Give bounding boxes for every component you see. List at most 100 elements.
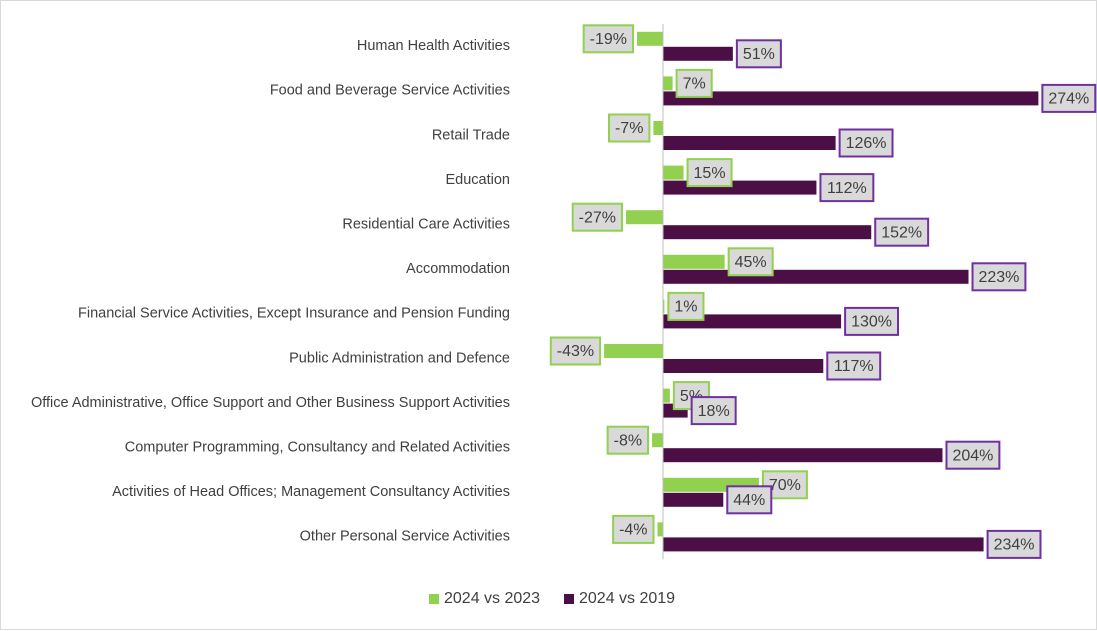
- legend-label-2024-vs-2023: 2024 vs 2023: [444, 590, 540, 607]
- category-label: Office Administrative, Office Support an…: [31, 395, 510, 411]
- data-label-text: 7%: [683, 76, 706, 93]
- data-label-box: [986, 529, 1042, 559]
- data-label-2024-vs-2023: 70%: [761, 470, 808, 500]
- data-label-box: [735, 39, 782, 69]
- data-label-2024-vs-2019: 152%: [874, 217, 930, 247]
- legend-swatch-2024-vs-2023: [429, 594, 439, 604]
- data-label-2024-vs-2019: 130%: [844, 306, 899, 336]
- bar-2024-vs-2023: [652, 433, 663, 448]
- data-label-text: 45%: [735, 254, 767, 271]
- data-label-text: 117%: [834, 358, 874, 375]
- legend-label-2024-vs-2019: 2024 vs 2019: [579, 590, 675, 607]
- bar-2024-vs-2019: [663, 448, 943, 463]
- data-label-2024-vs-2023: 45%: [727, 247, 774, 277]
- data-label-2024-vs-2019: 18%: [690, 396, 737, 426]
- data-label-box: [686, 158, 733, 188]
- bar-2024-vs-2023: [604, 344, 663, 358]
- data-label-text: 18%: [698, 403, 730, 420]
- category-label: Other Personal Service Activities: [300, 529, 510, 545]
- category-label: Activities of Head Offices; Management C…: [112, 484, 510, 500]
- bar-2024-vs-2023: [626, 210, 663, 225]
- data-label-box: [971, 262, 1027, 292]
- data-label-2024-vs-2023: -8%: [606, 425, 650, 455]
- bar-2024-vs-2023: [663, 165, 684, 180]
- bars: [604, 31, 1039, 552]
- data-label-box: [690, 396, 737, 426]
- category-label: Accommodation: [406, 261, 510, 277]
- data-label-box: [606, 425, 650, 455]
- data-label-box: [727, 247, 774, 277]
- data-label-box: [571, 202, 624, 232]
- data-labels: -19% 51% 7% 274% -7% 126% 15% 112% -27% 152% 45% 22…: [549, 24, 1097, 559]
- data-label-text: -43%: [557, 343, 594, 360]
- legend-swatch-2024-vs-2019: [564, 594, 574, 604]
- data-label-box: [761, 470, 808, 500]
- data-label-text: 234%: [994, 537, 1035, 554]
- data-label-box: [1041, 83, 1097, 113]
- data-label-2024-vs-2023: -19%: [582, 24, 634, 54]
- data-label-text: 51%: [743, 46, 775, 63]
- bar-2024-vs-2019: [663, 91, 1039, 106]
- data-label-box: [608, 113, 651, 143]
- category-label: Food and Beverage Service Activities: [270, 83, 510, 99]
- bar-2024-vs-2023: [663, 299, 665, 314]
- data-label-box: [844, 306, 899, 336]
- bar-2024-vs-2019: [663, 136, 836, 150]
- data-label-text: 44%: [733, 492, 765, 509]
- data-label-2024-vs-2023: -43%: [549, 336, 602, 366]
- bar-2024-vs-2023: [663, 76, 673, 91]
- data-label-2024-vs-2023: 1%: [667, 291, 705, 321]
- data-label-box: [838, 128, 894, 158]
- bar-2024-vs-2019: [663, 269, 969, 284]
- data-label-text: 70%: [769, 477, 801, 494]
- data-label-text: 274%: [1048, 91, 1089, 108]
- bar-2024-vs-2019: [663, 46, 733, 61]
- bar-2024-vs-2019: [663, 225, 872, 240]
- data-label-2024-vs-2019: 126%: [838, 128, 894, 158]
- data-label-box: [612, 514, 655, 544]
- data-label-box: [819, 173, 875, 203]
- category-labels: Human Health Activities Food and Beverage…: [31, 38, 510, 545]
- data-label-box: [549, 336, 602, 366]
- data-label-2024-vs-2019: 204%: [945, 440, 1001, 470]
- data-label-box: [667, 291, 705, 321]
- data-label-box: [945, 440, 1001, 470]
- data-label-text: 112%: [827, 180, 867, 197]
- category-label: Education: [446, 172, 511, 188]
- data-label-text: 204%: [952, 447, 993, 464]
- data-label-box: [826, 351, 882, 381]
- data-label-2024-vs-2019: 274%: [1041, 83, 1097, 113]
- category-label: Retail Trade: [432, 127, 510, 143]
- bar-2024-vs-2023: [663, 254, 725, 269]
- data-label-text: -19%: [590, 31, 627, 48]
- bar-2024-vs-2023: [636, 31, 663, 46]
- data-label-text: -27%: [579, 209, 616, 226]
- data-label-2024-vs-2019: 112%: [819, 173, 875, 203]
- data-label-text: 15%: [694, 165, 726, 182]
- bar-2024-vs-2023: [657, 522, 663, 537]
- data-label-2024-vs-2019: 117%: [826, 351, 882, 381]
- data-label-2024-vs-2019: 44%: [726, 485, 773, 515]
- data-label-text: -8%: [614, 432, 642, 449]
- data-label-2024-vs-2019: 51%: [735, 39, 782, 69]
- bar-2024-vs-2019: [663, 537, 984, 552]
- bar-2024-vs-2019: [663, 314, 842, 329]
- bar-2024-vs-2019: [663, 180, 817, 195]
- data-label-box: [675, 68, 713, 98]
- data-label-2024-vs-2023: -4%: [612, 514, 655, 544]
- data-label-2024-vs-2023: -27%: [571, 202, 624, 232]
- data-label-text: 126%: [846, 135, 887, 152]
- data-label-box: [874, 217, 930, 247]
- bar-2024-vs-2023: [653, 121, 663, 135]
- category-label: Public Administration and Defence: [289, 350, 510, 366]
- data-label-text: 152%: [881, 224, 922, 241]
- legend: 2024 vs 2023 2024 vs 2019: [429, 590, 675, 607]
- category-label: Residential Care Activities: [342, 217, 510, 233]
- data-label-2024-vs-2019: 234%: [986, 529, 1042, 559]
- bar-2024-vs-2023: [663, 388, 670, 403]
- data-label-text: -4%: [619, 522, 647, 539]
- data-label-text: 223%: [978, 269, 1019, 286]
- data-label-2024-vs-2023: 15%: [686, 158, 733, 188]
